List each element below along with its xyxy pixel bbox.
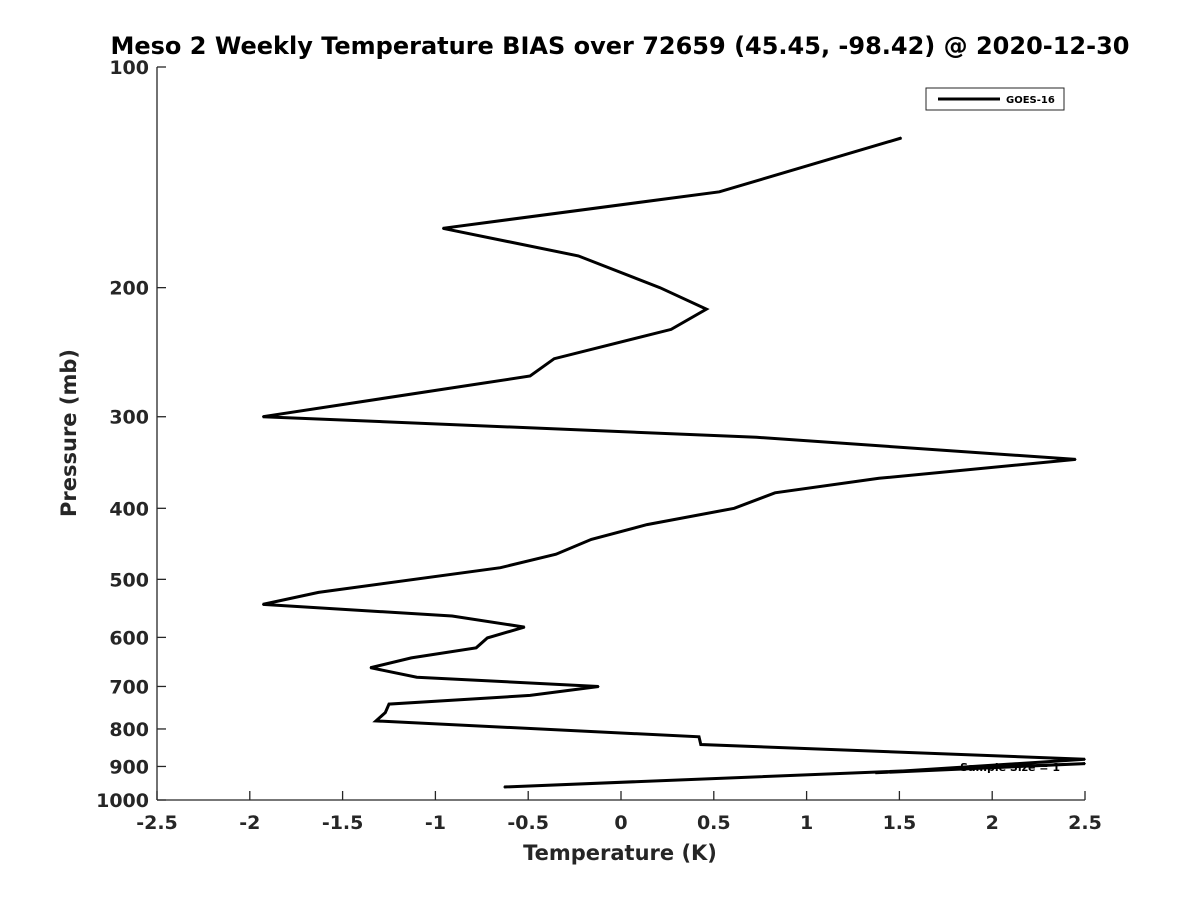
data-point-goes-16 xyxy=(317,591,320,594)
data-point-goes-16 xyxy=(451,615,453,617)
data-point-goes-16 xyxy=(670,328,672,331)
y-tick-label: 600 xyxy=(109,627,149,649)
data-point-goes-16 xyxy=(375,720,377,722)
x-tick-label: -1 xyxy=(425,812,446,834)
x-tick-label: -2 xyxy=(239,812,260,834)
data-point-goes-16 xyxy=(486,637,489,639)
x-tick-label: -1.5 xyxy=(322,812,364,834)
y-tick-label: 800 xyxy=(109,719,149,741)
data-point-goes-16 xyxy=(1074,458,1077,461)
data-point-goes-16 xyxy=(698,736,700,738)
data-point-goes-16 xyxy=(597,685,600,688)
data-point-goes-16 xyxy=(1084,762,1086,765)
data-point-goes-16 xyxy=(529,375,531,377)
sample-size-annotation: Sample Size = 1 xyxy=(960,761,1060,774)
data-point-goes-16 xyxy=(475,647,478,649)
data-point-goes-16 xyxy=(384,711,387,714)
chart-title: Meso 2 Weekly Temperature BIAS over 7265… xyxy=(110,32,1129,60)
data-point-goes-16 xyxy=(590,538,593,541)
x-tick-label: 2.5 xyxy=(1068,812,1102,834)
data-point-goes-16 xyxy=(369,666,372,669)
y-tick-label: 700 xyxy=(109,676,149,698)
x-axis-label: Temperature (K) xyxy=(523,841,717,865)
legend: GOES-16 xyxy=(925,87,1065,111)
y-tick-label: 200 xyxy=(109,278,149,300)
data-point-goes-16 xyxy=(416,676,418,678)
data-point-goes-16 xyxy=(499,566,502,569)
data-point-goes-16 xyxy=(900,137,903,139)
data-point-goes-16 xyxy=(529,694,531,697)
data-point-goes-16 xyxy=(1084,758,1086,761)
data-point-goes-16 xyxy=(705,308,708,311)
data-point-goes-16 xyxy=(262,415,264,418)
data-point-goes-16 xyxy=(442,227,444,230)
data-point-goes-16 xyxy=(577,255,580,257)
series-layer xyxy=(262,136,1086,789)
y-axis-label: Pressure (mb) xyxy=(57,349,81,517)
y-tick-label: 900 xyxy=(109,756,149,778)
y-tick-label: 1000 xyxy=(96,790,149,812)
legend-label-goes-16: GOES-16 xyxy=(1006,95,1055,106)
x-tick-label: 0.5 xyxy=(697,812,731,834)
x-tick-label: -2.5 xyxy=(136,812,178,834)
plot-area: -2.5 -2 -1.5 -1 -0.5 0 0.5 1 1.5 2 2.5 100 200 300 40… xyxy=(96,57,1102,834)
data-point-goes-16 xyxy=(388,703,390,705)
x-tick-label: 1.5 xyxy=(883,812,917,834)
y-tick-label: 400 xyxy=(109,498,149,520)
x-tick-label: 0 xyxy=(614,812,627,834)
data-point-goes-16 xyxy=(774,492,776,494)
data-point-goes-16 xyxy=(262,603,264,606)
y-axis-ticks: 100 200 300 400 500 600 700 800 900 1000 xyxy=(96,57,166,812)
data-point-goes-16 xyxy=(410,657,413,659)
x-tick-label: 1 xyxy=(800,812,813,834)
data-point-goes-16 xyxy=(700,743,702,746)
data-point-goes-16 xyxy=(755,436,758,439)
y-tick-label: 500 xyxy=(109,569,149,591)
data-point-goes-16 xyxy=(503,786,505,788)
y-tick-label: 300 xyxy=(109,407,149,429)
data-point-goes-16 xyxy=(874,772,877,774)
data-point-goes-16 xyxy=(523,626,526,628)
x-tick-label: 2 xyxy=(986,812,999,834)
data-point-goes-16 xyxy=(878,477,880,480)
data-point-goes-16 xyxy=(733,507,735,510)
data-point-goes-16 xyxy=(718,191,721,193)
data-point-goes-16 xyxy=(553,357,555,360)
x-axis-ticks: -2.5 -2 -1.5 -1 -0.5 0 0.5 1 1.5 2 2.5 xyxy=(136,791,1102,834)
x-tick-label: -0.5 xyxy=(507,812,549,834)
y-tick-label: 100 xyxy=(109,57,149,79)
data-point-goes-16 xyxy=(646,523,648,526)
data-point-goes-16 xyxy=(555,553,557,555)
data-point-goes-16 xyxy=(659,286,661,289)
